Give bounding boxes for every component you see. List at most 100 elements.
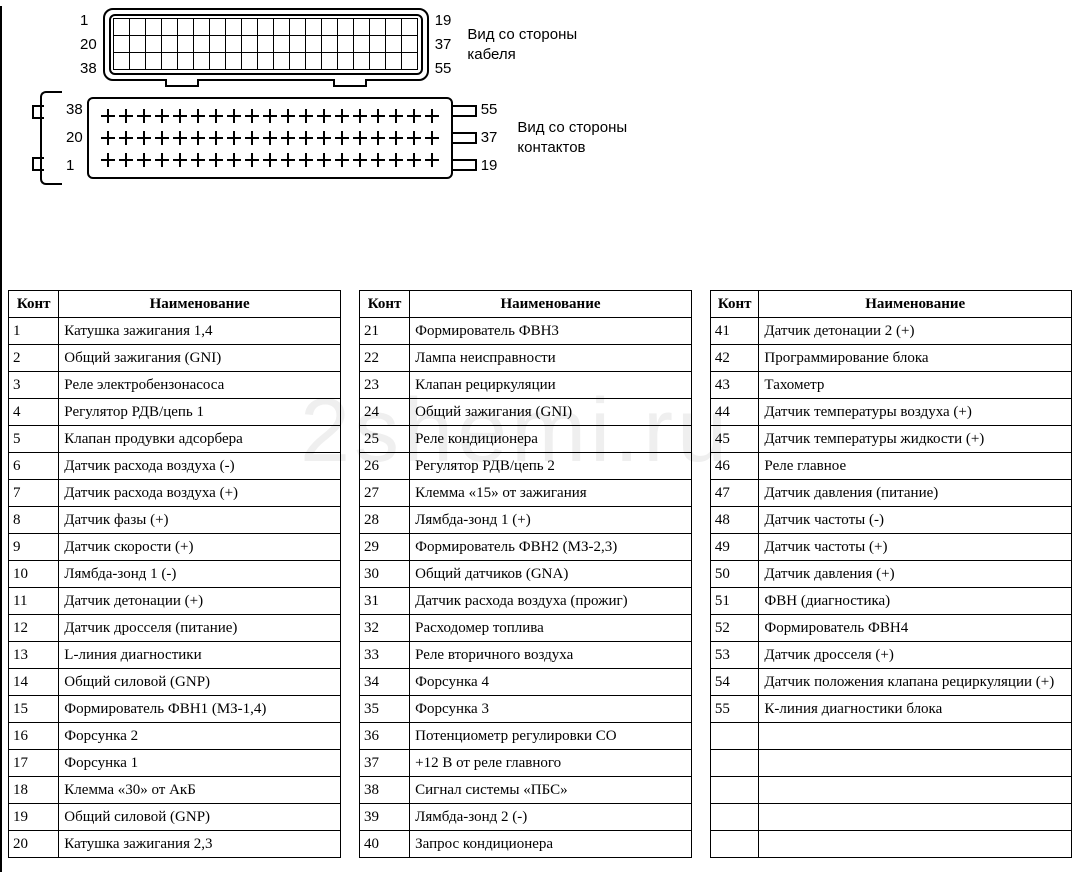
pin-cell: [171, 151, 189, 169]
pin-cell: [193, 18, 210, 36]
pin-cell: [321, 35, 338, 53]
cell-name: Реле главное: [759, 453, 1072, 480]
cell-pin: 11: [9, 588, 59, 615]
pin-cell: [401, 35, 418, 53]
table-row: 17Форсунка 1: [9, 750, 341, 777]
cell-pin: 22: [359, 345, 409, 372]
table-row: 12Датчик дросселя (питание): [9, 615, 341, 642]
pin-cell: [351, 151, 369, 169]
pin-cell: [135, 107, 153, 125]
pin-cell: [243, 151, 261, 169]
pin-label: 1: [80, 9, 97, 33]
pin-cell: [289, 35, 306, 53]
connector-tab: [453, 159, 477, 171]
cell-name: Клапан рециркуляции: [410, 372, 692, 399]
pin-cell: [177, 18, 194, 36]
cell-pin: 37: [359, 750, 409, 777]
pin-cell: [225, 35, 242, 53]
pin-cell: [333, 129, 351, 147]
pin-cell: [353, 52, 370, 70]
cell-name: [759, 831, 1072, 858]
caption-line: контактов: [517, 138, 627, 158]
cell-name: Лямбда-зонд 2 (-): [410, 804, 692, 831]
pin-cell: [321, 18, 338, 36]
cell-name: Датчик фазы (+): [59, 507, 341, 534]
pin-cell: [297, 151, 315, 169]
pin-cell: [401, 18, 418, 36]
table-row: 19Общий силовой (GNP): [9, 804, 341, 831]
cell-name: Запрос кондиционера: [410, 831, 692, 858]
pin-label: 38: [80, 57, 97, 81]
pin-cell: [113, 52, 130, 70]
cell-pin: 47: [710, 480, 759, 507]
crop-edge: [0, 6, 2, 872]
cell-pin: [710, 777, 759, 804]
pin-cell: [401, 52, 418, 70]
cell-name: [759, 750, 1072, 777]
pin-cell: [161, 18, 178, 36]
cell-name: Общий силовой (GNP): [59, 804, 341, 831]
table-row: 11Датчик детонации (+): [9, 588, 341, 615]
pin-cell: [171, 107, 189, 125]
cell-name: [759, 777, 1072, 804]
pin-cell: [387, 129, 405, 147]
cell-pin: [710, 750, 759, 777]
pin-cell: [129, 35, 146, 53]
connector-caption: Вид со стороны кабеля: [467, 25, 577, 65]
pin-labels-right: 55 37 19: [481, 98, 498, 178]
header-pin: Конт: [710, 291, 759, 318]
pin-cell: [423, 151, 441, 169]
table-row: 10Лямбда-зонд 1 (-): [9, 561, 341, 588]
cell-name: Клемма «15» от зажигания: [410, 480, 692, 507]
cell-pin: 36: [359, 723, 409, 750]
pin-cell: [273, 18, 290, 36]
cell-name: Датчик детонации 2 (+): [759, 318, 1072, 345]
pin-cell: [279, 107, 297, 125]
pin-cell: [193, 52, 210, 70]
table-row: 18Клемма «30» от АкБ: [9, 777, 341, 804]
pin-cell: [385, 35, 402, 53]
table-row: 30Общий датчиков (GNA): [359, 561, 691, 588]
pin-labels-left: 1 20 38: [80, 9, 97, 81]
cell-pin: 42: [710, 345, 759, 372]
cell-pin: 35: [359, 696, 409, 723]
cell-pin: 55: [710, 696, 759, 723]
table-row: 55К-линия диагностики блока: [710, 696, 1071, 723]
table-row: 32Расходомер топлива: [359, 615, 691, 642]
cell-pin: 54: [710, 669, 759, 696]
pin-cell: [405, 129, 423, 147]
pin-cell: [257, 52, 274, 70]
header-name: Наименование: [410, 291, 692, 318]
cell-name: Катушка зажигания 1,4: [59, 318, 341, 345]
pin-cell: [273, 35, 290, 53]
pinout-table: КонтНаименование41Датчик детонации 2 (+)…: [710, 290, 1072, 858]
pin-cell: [257, 18, 274, 36]
cell-name: [759, 804, 1072, 831]
pin-cell: [177, 35, 194, 53]
pin-cell: [117, 107, 135, 125]
table-header-row: КонтНаименование: [9, 291, 341, 318]
cell-pin: 48: [710, 507, 759, 534]
pin-cell: [153, 129, 171, 147]
table-row: 13L-линия диагностики: [9, 642, 341, 669]
table-row: 44Датчик температуры воздуха (+): [710, 399, 1071, 426]
cell-name: Общий датчиков (GNA): [410, 561, 692, 588]
pin-cell: [423, 107, 441, 125]
cell-name: Сигнал системы «ПБС»: [410, 777, 692, 804]
cell-name: Программирование блока: [759, 345, 1072, 372]
table-row: 43Тахометр: [710, 372, 1071, 399]
pin-cell: [279, 129, 297, 147]
pin-cell: [243, 107, 261, 125]
cell-pin: 14: [9, 669, 59, 696]
cell-pin: 34: [359, 669, 409, 696]
table-row: 51ФВН (диагностика): [710, 588, 1071, 615]
pin-cell: [99, 151, 117, 169]
cell-pin: 4: [9, 399, 59, 426]
pin-cell: [241, 35, 258, 53]
pin-row: [99, 105, 441, 127]
cell-name: Реле кондиционера: [410, 426, 692, 453]
pin-cell: [241, 52, 258, 70]
cell-name: Формирователь ФВН4: [759, 615, 1072, 642]
pin-cell: [161, 35, 178, 53]
pin-cell: [337, 35, 354, 53]
